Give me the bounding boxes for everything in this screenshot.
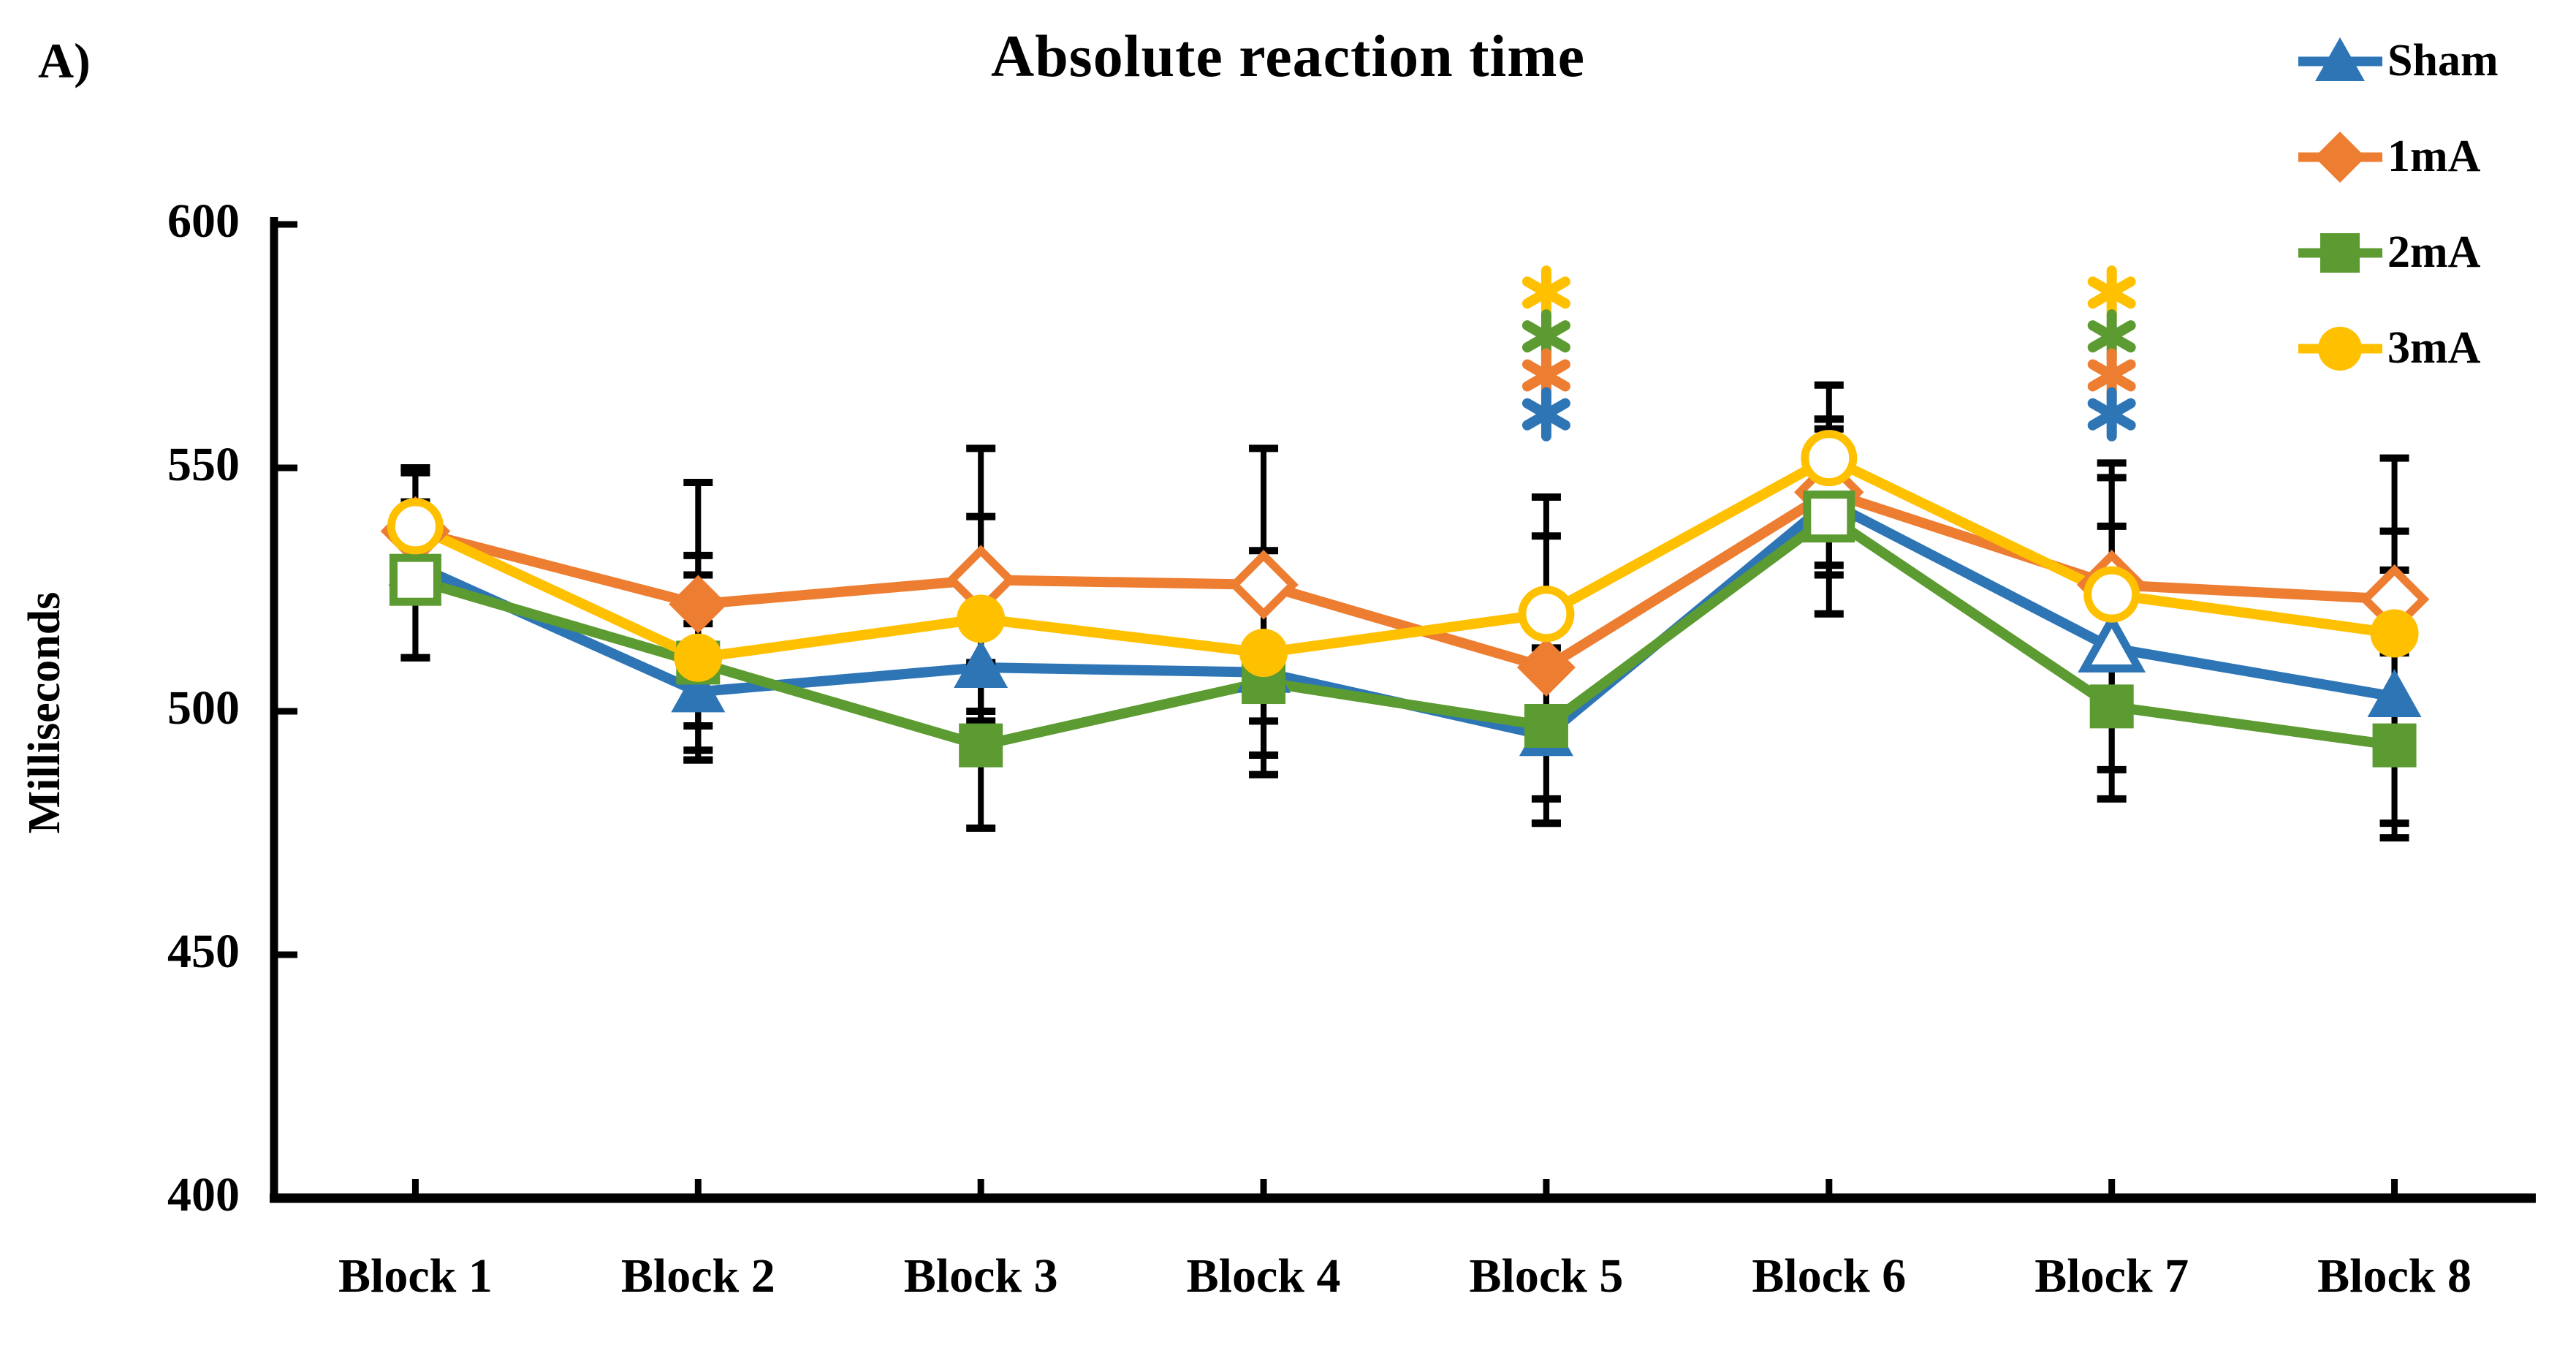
legend-label-1ma: 1mA — [2387, 132, 2481, 181]
circle-marker-icon — [2298, 326, 2382, 371]
x-tick-label-6: Block 6 — [1752, 1249, 1907, 1303]
marker-3ma-4 — [1239, 629, 1288, 678]
marker-1ma-4 — [1228, 550, 1299, 620]
significance-asterisk — [1521, 320, 1570, 353]
x-tick-label-3: Block 3 — [903, 1249, 1058, 1303]
legend-label-3ma: 3mA — [2387, 323, 2481, 373]
y-tick-label-550: 550 — [167, 438, 240, 491]
x-tick-label-7: Block 7 — [2034, 1249, 2189, 1303]
marker-3ma-2 — [674, 633, 723, 682]
marker-2ma-8 — [2372, 723, 2417, 768]
square-marker-icon — [2298, 232, 2382, 273]
series-line-3ma — [410, 453, 2400, 663]
marker-sham-2 — [671, 664, 726, 713]
marker-sham-8 — [2367, 669, 2422, 718]
legend-item-2ma: 2mA — [2295, 205, 2572, 300]
series-line-2ma — [410, 511, 2400, 751]
significance-asterisk — [1521, 276, 1570, 309]
y-tick-label-600: 600 — [167, 194, 240, 248]
marker-2ma-6 — [1803, 491, 1855, 543]
y-tick-label-450: 450 — [167, 925, 240, 978]
marker-2ma-1 — [389, 553, 441, 606]
marker-2ma-3 — [959, 723, 1003, 768]
significance-asterisk — [1521, 359, 1570, 392]
marker-1ma-2 — [669, 575, 728, 634]
x-tick-label-2: Block 2 — [620, 1249, 775, 1303]
legend-item-sham: Sham — [2295, 13, 2572, 109]
legend-item-3ma: 3mA — [2295, 300, 2572, 396]
y-tick-label-400: 400 — [167, 1168, 240, 1222]
x-tick-label-5: Block 5 — [1469, 1249, 1624, 1303]
significance-asterisk — [1521, 398, 1570, 431]
chart-title: Absolute reaction time — [990, 23, 1585, 89]
legend-label-2ma: 2mA — [2387, 227, 2481, 277]
significance-asterisk — [2087, 359, 2136, 392]
x-tick-label-4: Block 4 — [1186, 1249, 1341, 1303]
significance-asterisk — [2087, 320, 2136, 353]
panel-label: A) — [38, 33, 91, 88]
x-tick-label-1: Block 1 — [338, 1249, 493, 1303]
diamond-marker-icon — [2298, 131, 2382, 183]
marker-2ma-7 — [2089, 684, 2134, 729]
marker-3ma-8 — [2370, 609, 2419, 658]
marker-1ma-5 — [1516, 638, 1576, 697]
y-axis-title: Milliseconds — [20, 591, 69, 834]
marker-3ma-6 — [1801, 430, 1858, 487]
triangle-marker-icon — [2298, 37, 2382, 81]
marker-3ma-7 — [2083, 566, 2140, 623]
legend-item-1ma: 1mA — [2295, 109, 2572, 205]
marker-3ma-3 — [957, 594, 1006, 643]
legend: Sham 1mA 2mA 3mA — [2295, 13, 2572, 396]
marker-2ma-5 — [1524, 703, 1568, 748]
marker-sham-7 — [2078, 612, 2146, 673]
legend-label-sham: Sham — [2387, 36, 2499, 86]
marker-3ma-5 — [1518, 586, 1575, 643]
significance-asterisk — [2087, 398, 2136, 431]
marker-sham-3 — [954, 640, 1008, 689]
significance-asterisk — [2087, 276, 2136, 309]
x-tick-label-8: Block 8 — [2317, 1249, 2471, 1303]
marker-3ma-1 — [387, 498, 444, 555]
y-tick-label-500: 500 — [167, 681, 240, 735]
